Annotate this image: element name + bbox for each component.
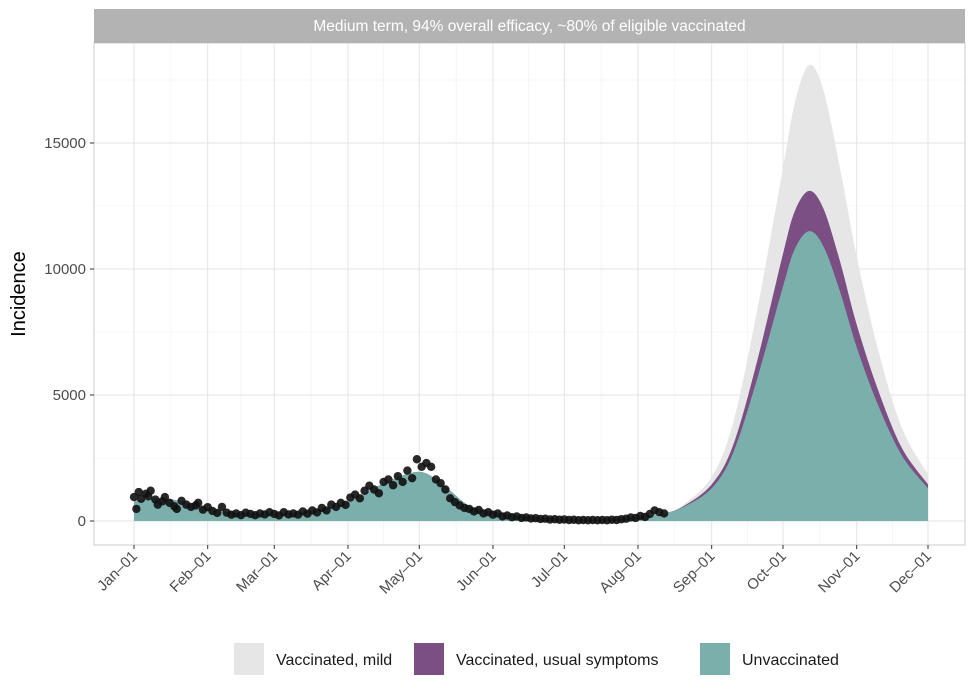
observed-point: [659, 509, 669, 518]
observed-point: [160, 492, 170, 502]
observed-point: [146, 486, 155, 495]
x-tick-label: Jan–01: [94, 548, 141, 595]
facet-strip: [94, 9, 965, 43]
observed-point: [217, 502, 227, 512]
x-tick-label: Jul–01: [528, 548, 571, 591]
legend-key: [234, 643, 264, 675]
area-unvaccinated: [134, 231, 928, 522]
facet-strip-title: Medium term, 94% overall efficacy, ~80% …: [313, 18, 745, 35]
x-tick-label: Aug–01: [596, 548, 645, 597]
legend-item: Vaccinated, usual symptoms: [414, 643, 658, 675]
observed-point: [384, 475, 393, 484]
observed-point: [132, 504, 141, 514]
observed-point: [407, 473, 417, 483]
observed-point: [134, 487, 143, 497]
legend-label: Vaccinated, mild: [276, 652, 392, 669]
observed-point: [441, 485, 450, 494]
x-tick-label: Sep–01: [670, 548, 719, 597]
legend-label: Unvaccinated: [742, 652, 839, 669]
observed-point: [213, 508, 222, 518]
legend-item: Unvaccinated: [700, 643, 839, 675]
observed-point: [398, 477, 407, 487]
observed-point: [412, 455, 422, 464]
observed-point: [388, 481, 398, 490]
legend-item: Vaccinated, mild: [234, 643, 392, 675]
y-tick-label: 10000: [44, 261, 86, 278]
observed-point: [355, 494, 365, 503]
x-tick-label: Feb–01: [167, 548, 215, 596]
x-tick-label: Nov–01: [815, 548, 864, 597]
observed-point: [393, 471, 403, 481]
legend-label: Vaccinated, usual symptoms: [456, 652, 658, 669]
y-tick-label: 15000: [44, 135, 86, 152]
legend: Vaccinated, mild Vaccinated, usual sympto…: [234, 643, 839, 675]
y-axis-title: Incidence: [8, 251, 30, 337]
observed-point: [341, 500, 350, 510]
stacked-area-layer: [134, 64, 928, 522]
x-tick-label: Mar–01: [233, 548, 281, 596]
legend-key: [414, 643, 444, 675]
legend-key: [700, 643, 730, 675]
x-tick-label: Jun–01: [453, 548, 500, 595]
observed-point: [322, 506, 331, 515]
y-tick-label: 5000: [53, 387, 86, 404]
observed-point: [436, 479, 445, 488]
observed-point: [193, 498, 203, 508]
observed-point: [172, 504, 181, 514]
observed-points: [129, 455, 669, 525]
observed-point: [374, 489, 384, 498]
x-tick-label: Dec–01: [886, 548, 935, 597]
y-tick-label: 0: [78, 513, 86, 530]
x-tick-label: May–01: [376, 548, 426, 598]
x-tick-label: Apr–01: [309, 548, 355, 594]
x-tick-label: Oct–01: [744, 548, 790, 594]
observed-point: [426, 462, 436, 472]
observed-point: [403, 466, 412, 475]
